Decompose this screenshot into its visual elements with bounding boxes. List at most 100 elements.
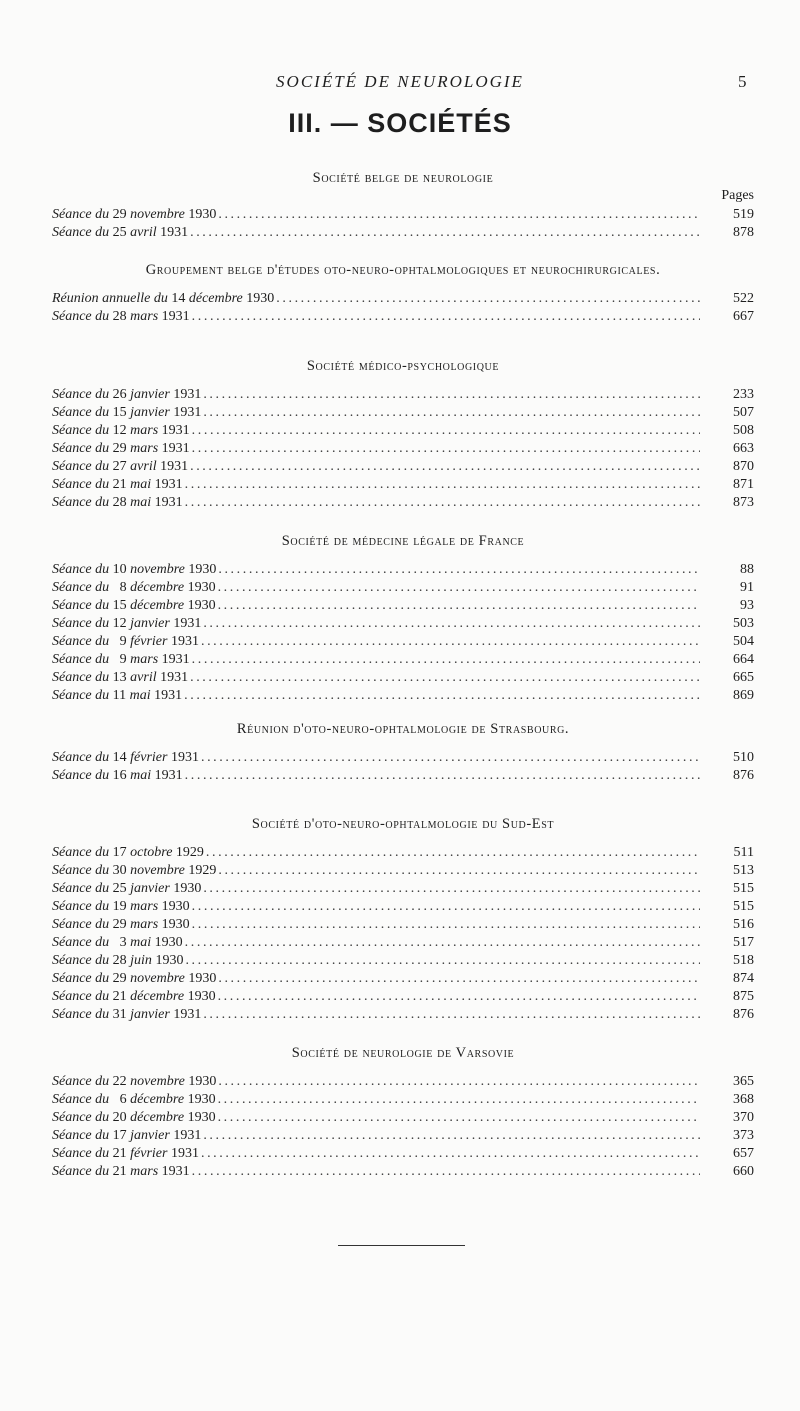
entry-month: avril — [130, 225, 157, 240]
entry-day: 26 — [112, 387, 127, 402]
session-entry: Séance du 19 mars 1930 .................… — [52, 898, 754, 916]
entry-day: 12 — [112, 423, 127, 438]
entry-label: Séance du 15 janvier 1931 — [52, 404, 201, 422]
dot-leader: ........................................… — [184, 768, 700, 783]
dot-leader: ........................................… — [184, 935, 700, 950]
entry-list: Réunion annuelle du 14 décembre 1930 ...… — [52, 290, 754, 326]
entry-year: 1931 — [173, 387, 202, 402]
dot-leader: ........................................… — [200, 750, 700, 765]
entry-month: janvier — [130, 405, 170, 420]
entry-page-number: 88 — [740, 562, 754, 577]
society-section: Société de médecine légale de France Séa… — [52, 533, 754, 705]
entry-year: 1930 — [154, 935, 183, 950]
dot-leader: ........................................… — [218, 971, 700, 986]
society-section: Société de neurologie de Varsovie Séance… — [52, 1045, 754, 1181]
entry-day: 9 — [119, 652, 127, 667]
dot-leader: ........................................… — [191, 309, 700, 324]
entry-label: Séance du 14 février 1931 — [52, 749, 199, 767]
section-heading: Réunion d'oto-neuro-ophtalmologie de Str… — [236, 721, 570, 737]
dot-leader: ........................................… — [218, 1074, 700, 1089]
entry-prefix: Séance du — [52, 562, 110, 577]
entry-prefix: Séance du — [52, 953, 110, 968]
dot-leader: ........................................… — [203, 881, 700, 896]
entry-prefix: Séance du — [52, 935, 110, 950]
entry-label: Séance du 15 décembre 1930 — [52, 597, 216, 615]
entry-label: Séance du 16 mai 1931 — [52, 767, 183, 785]
entry-page-number: 510 — [733, 750, 754, 765]
entry-month: décembre — [130, 598, 185, 613]
entry-month: novembre — [130, 863, 185, 878]
session-entry: Séance du 11 mai 1931 ..................… — [52, 687, 754, 705]
entry-prefix: Séance du — [52, 750, 110, 765]
dot-leader: ........................................… — [203, 1007, 700, 1022]
session-entry: Séance du 12 janvier 1931 ..............… — [52, 615, 754, 633]
session-entry: Séance du 31 janvier 1931 ..............… — [52, 1006, 754, 1024]
section-heading: Société médico-psychologique — [306, 358, 500, 374]
entry-year: 1930 — [188, 562, 217, 577]
entry-year: 1931 — [170, 1146, 199, 1161]
dot-leader: ........................................… — [203, 1128, 700, 1143]
dot-leader: ........................................… — [276, 291, 700, 306]
entry-year: 1930 — [187, 598, 216, 613]
entry-page-number: 522 — [733, 291, 754, 306]
entry-label: Séance du 29 novembre 1930 — [52, 206, 216, 224]
entry-year: 1930 — [188, 1074, 217, 1089]
page-title: III. — SOCIÉTÉS — [288, 108, 512, 138]
entry-page-number: 667 — [733, 309, 754, 324]
session-entry: Séance du 29 novembre 1930 .............… — [52, 970, 754, 988]
session-entry: Séance du 29 novembre 1930 .............… — [52, 206, 754, 224]
entry-page-number: 665 — [733, 670, 754, 685]
entry-month: novembre — [130, 207, 185, 222]
entry-prefix: Séance du — [52, 1074, 110, 1089]
dot-leader: ........................................… — [203, 616, 700, 631]
entry-year: 1931 — [170, 634, 199, 649]
entry-month: novembre — [130, 562, 185, 577]
society-section: Réunion d'oto-neuro-ophtalmologie de Str… — [52, 721, 754, 785]
entry-year: 1929 — [175, 845, 204, 860]
entry-label: Séance du 20 décembre 1930 — [52, 1109, 216, 1127]
entry-month: décembre — [188, 291, 243, 306]
entry-page-number: 876 — [733, 1007, 754, 1022]
dot-leader: ........................................… — [217, 1092, 700, 1107]
entry-month: décembre — [130, 1092, 185, 1107]
entry-month: mars — [130, 441, 159, 456]
session-entry: Séance du 17 janvier 1931 ..............… — [52, 1127, 754, 1145]
entry-month: janvier — [130, 387, 170, 402]
entry-day: 28 — [112, 953, 127, 968]
entry-year: 1931 — [154, 768, 183, 783]
section-heading: Société de médecine légale de France — [281, 533, 525, 549]
society-section: Société belge de neurologie Pages Séance … — [52, 170, 754, 242]
entry-prefix: Séance du — [52, 688, 110, 703]
entry-page-number: 370 — [733, 1110, 754, 1125]
entry-day: 29 — [112, 917, 127, 932]
entry-day: 31 — [112, 1007, 127, 1022]
dot-leader: ........................................… — [191, 652, 700, 667]
entry-year: 1931 — [161, 309, 190, 324]
dot-leader: ........................................… — [217, 1110, 700, 1125]
entry-list: Séance du 22 novembre 1930 .............… — [52, 1073, 754, 1181]
entry-prefix: Séance du — [52, 899, 110, 914]
entry-year: 1931 — [160, 670, 189, 685]
session-entry: Séance du 15 janvier 1931 ..............… — [52, 404, 754, 422]
entry-label: Séance du 9 février 1931 — [52, 633, 199, 651]
entry-label: Séance du 12 mars 1931 — [52, 422, 190, 440]
entry-label: Séance du 28 juin 1930 — [52, 952, 183, 970]
entry-day: 19 — [112, 899, 127, 914]
entry-month: avril — [130, 459, 157, 474]
session-entry: Séance du 26 janvier 1931 ..............… — [52, 386, 754, 404]
entry-label: Séance du 21 février 1931 — [52, 1145, 199, 1163]
session-entry: Séance du 25 avril 1931 ................… — [52, 224, 754, 242]
entry-page-number: 664 — [733, 652, 754, 667]
entry-month: mars — [130, 652, 159, 667]
entry-label: Séance du 26 janvier 1931 — [52, 386, 201, 404]
entry-day: 6 — [119, 1092, 127, 1107]
entry-prefix: Séance du — [52, 387, 110, 402]
entry-day: 21 — [112, 989, 127, 1004]
entry-month: décembre — [130, 989, 185, 1004]
dot-leader: ........................................… — [191, 1164, 700, 1179]
entry-day: 21 — [112, 1164, 127, 1179]
entry-prefix: Séance du — [52, 423, 110, 438]
entry-page-number: 876 — [733, 768, 754, 783]
dot-leader: ........................................… — [184, 477, 700, 492]
dot-leader: ........................................… — [218, 207, 700, 222]
